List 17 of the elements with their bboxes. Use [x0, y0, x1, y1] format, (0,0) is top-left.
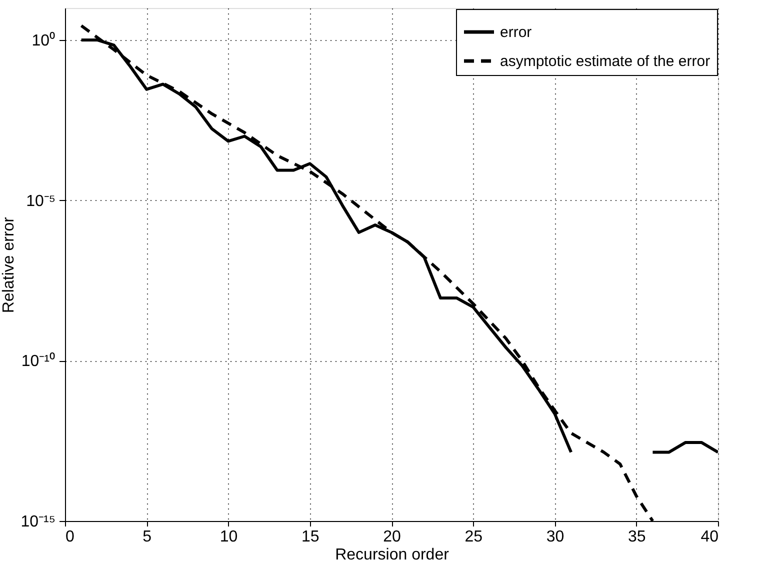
y-tick-label: 10⁻¹⁵: [20, 514, 56, 530]
legend-label: error: [500, 24, 532, 41]
x-axis-title: Recursion order: [335, 546, 450, 564]
legend-label: asymptotic estimate of the error: [500, 53, 710, 70]
x-tick-label: 15: [301, 528, 320, 546]
y-tick-label: 10⁻⁵: [26, 192, 56, 210]
x-tick-label: 25: [464, 528, 483, 546]
x-tick-label: 5: [142, 528, 152, 546]
y-axis-title: Relative error: [0, 216, 18, 314]
x-tick-label: 10: [220, 528, 238, 546]
x-tick-label: 35: [628, 528, 646, 546]
x-tick-label: 20: [383, 528, 401, 546]
x-tick-label: 30: [546, 528, 564, 546]
x-tick-label: 40: [700, 528, 719, 546]
x-tick-label: 0: [66, 528, 74, 546]
y-tick-label: 10⁻¹⁰: [21, 352, 56, 370]
y-tick-label: 10⁰: [32, 32, 56, 50]
